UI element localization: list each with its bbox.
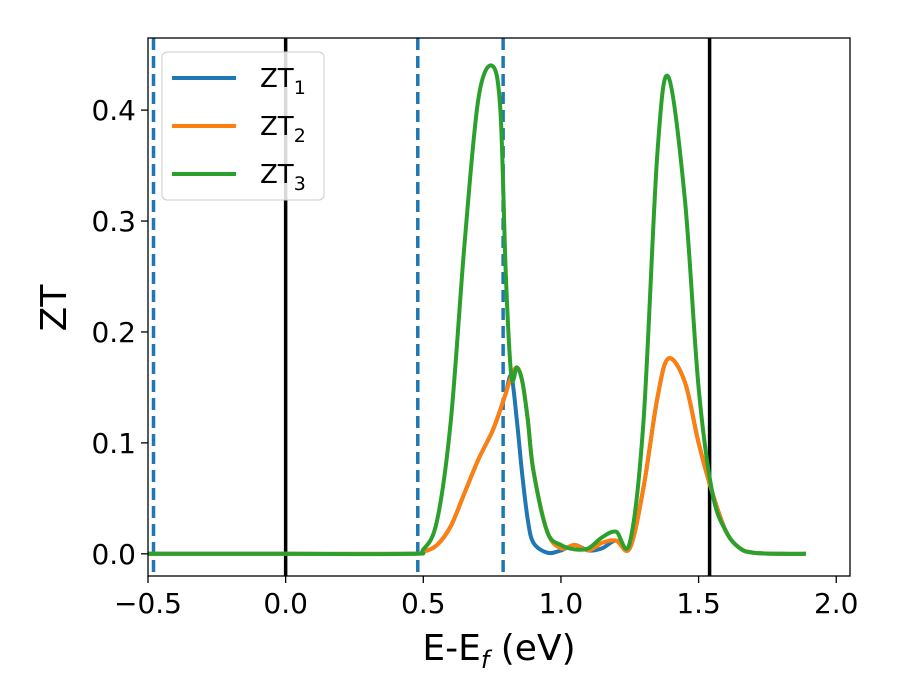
legend-label-zt2: ZT2 [260,112,306,147]
legend: ZT1 ZT2 ZT3 [161,51,325,201]
series-lines [148,63,806,557]
y-tick-label: 0.4 [91,94,136,127]
series-line-zt3 [148,63,806,557]
y-tick-label: 0.0 [91,538,136,571]
y-tick-label: 0.3 [91,205,136,238]
legend-box [161,51,325,201]
y-axis-ticks: 0.0 0.1 0.2 0.3 0.4 [91,94,148,571]
x-axis-ticks: −0.5 0.0 0.5 1.0 1.5 2.0 [114,576,859,620]
plot-frame [147,37,851,577]
y-axis-label: ZT [34,284,75,332]
legend-label-zt3: ZT3 [260,160,306,195]
x-tick-label: 0.5 [401,587,446,620]
legend-label-zt1: ZT1 [260,64,306,99]
x-tick-label: 1.5 [676,587,721,620]
x-tick-label: 1.0 [539,587,584,620]
x-tick-label: −0.5 [114,587,182,620]
x-tick-label: 2.0 [814,587,859,620]
x-axis-label: E-Ef (eV) [422,628,575,674]
y-tick-label: 0.2 [91,316,136,349]
x-tick-label: 0.0 [263,587,308,620]
y-tick-label: 0.1 [91,427,136,460]
